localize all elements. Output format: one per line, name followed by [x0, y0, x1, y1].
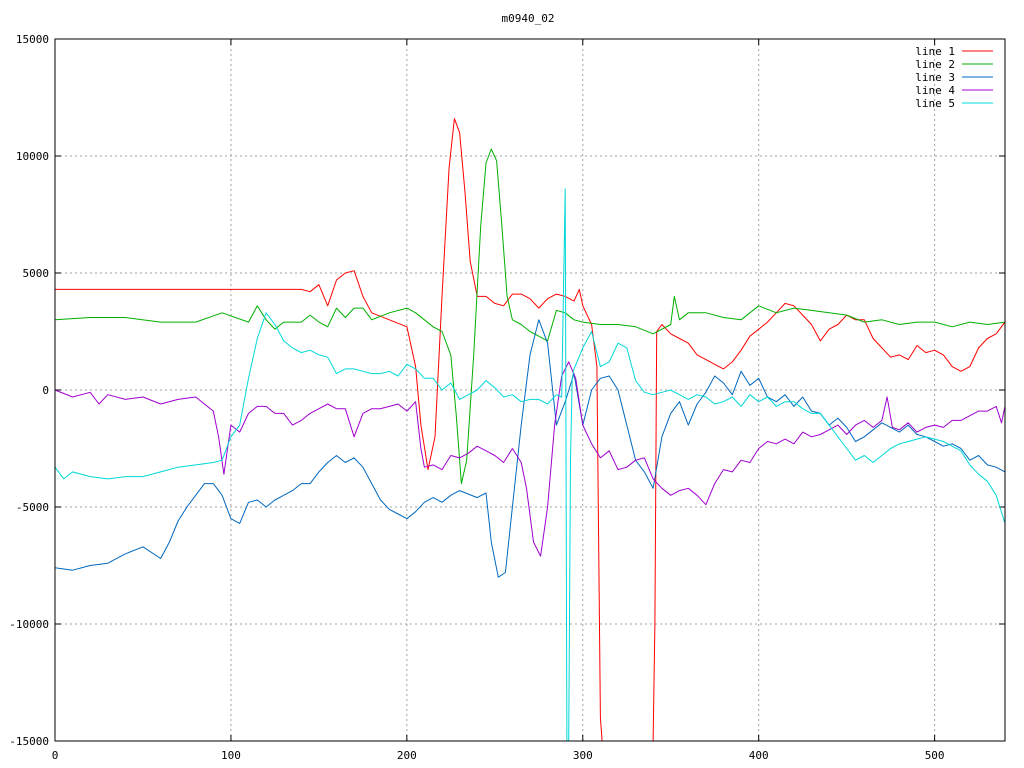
grid-lines [55, 39, 1005, 741]
data-series [54, 118, 1006, 742]
series-line-2 [54, 148, 1006, 485]
series-line-3 [54, 319, 1006, 578]
series-line-1 [55, 118, 1006, 742]
y-tick-label: -5000 [16, 501, 49, 514]
y-tick-label: -10000 [9, 618, 49, 631]
y-tick-label: 15000 [16, 33, 49, 46]
legend-label: line 1 [915, 45, 955, 58]
axes: -15000 -10000 -5000 0 5000 10000 15000 0 100 200 3… [9, 33, 1005, 762]
x-tick-label: 200 [397, 749, 417, 762]
y-tick-label: 10000 [16, 150, 49, 163]
x-tick-label: 100 [221, 749, 241, 762]
x-tick-label: 400 [749, 749, 769, 762]
series-line-4 [54, 361, 1006, 557]
legend-label: line 2 [915, 58, 955, 71]
x-tick-label: 500 [925, 749, 945, 762]
y-tick-label: 0 [42, 384, 49, 397]
series-line-5 [54, 188, 1006, 742]
x-tick-label: 0 [52, 749, 59, 762]
chart-title: m0940_02 [502, 12, 555, 25]
legend-label: line 4 [915, 84, 955, 97]
plot-border [54, 38, 1006, 742]
y-tick-label: -15000 [9, 735, 49, 748]
y-tick-label: 5000 [23, 267, 50, 280]
legend-label: line 3 [915, 71, 955, 84]
legend-label: line 5 [915, 97, 955, 110]
x-tick-label: 300 [573, 749, 593, 762]
